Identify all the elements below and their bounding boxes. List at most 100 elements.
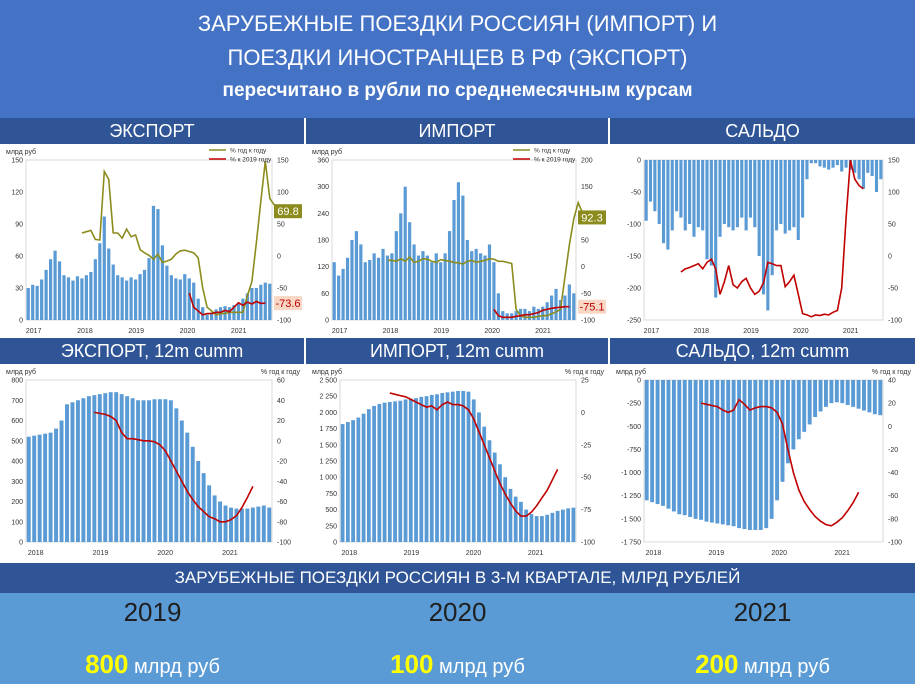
bar bbox=[805, 160, 809, 180]
data-label: 92.3 bbox=[581, 212, 602, 224]
bar bbox=[487, 244, 492, 320]
bar bbox=[813, 380, 818, 418]
bar bbox=[445, 392, 450, 542]
x-tick-label: 2021 bbox=[843, 328, 859, 335]
y-tick-label: 240 bbox=[317, 211, 329, 218]
chart-panel-balance: -250 -200 -150 -100 -50 0 -100 -50 0 50 100 150 2017… bbox=[610, 144, 915, 338]
bar bbox=[844, 160, 848, 168]
bar bbox=[430, 262, 434, 320]
bar bbox=[679, 160, 683, 218]
bar bbox=[709, 160, 713, 266]
bar bbox=[851, 380, 856, 407]
bar bbox=[156, 209, 160, 320]
y-tick-label: 0 bbox=[637, 158, 641, 165]
bar bbox=[450, 391, 455, 542]
bar bbox=[129, 277, 133, 320]
y2-axis-label: % год к году bbox=[261, 369, 301, 376]
bar bbox=[744, 160, 748, 231]
series-line bbox=[188, 292, 266, 316]
bar bbox=[769, 380, 774, 519]
bar bbox=[845, 380, 850, 405]
header-banner: ЗАРУБЕЖНЫЕ ПОЕЗДКИ РОССИЯН (ИМПОРТ) И ПО… bbox=[0, 0, 915, 118]
quarter-amount: 200 млрд руб bbox=[610, 649, 915, 680]
bar bbox=[32, 435, 37, 542]
x-tick-label: 2020 bbox=[157, 550, 173, 557]
bar bbox=[447, 231, 452, 320]
y-tick-label: 0 bbox=[637, 378, 641, 385]
bar bbox=[393, 401, 397, 542]
data-label-box bbox=[578, 299, 606, 314]
y-tick-label: 0 bbox=[325, 318, 329, 325]
y2-tick-label: 200 bbox=[581, 158, 593, 165]
bar bbox=[425, 255, 429, 320]
chart-export-12m: млрд руб% год к году01002003004005006007… bbox=[6, 368, 301, 557]
bar bbox=[398, 400, 403, 542]
quarter-year: 2019 bbox=[123, 597, 182, 627]
bar bbox=[66, 277, 71, 320]
bar bbox=[147, 258, 151, 320]
bar bbox=[201, 473, 206, 542]
y-tick-label: 120 bbox=[317, 264, 329, 271]
quarter-amount: 800 млрд руб bbox=[0, 649, 305, 680]
bar bbox=[648, 160, 653, 202]
bar bbox=[796, 380, 801, 440]
bar bbox=[705, 160, 709, 260]
y-tick-label: 250 bbox=[325, 523, 337, 530]
bar bbox=[822, 160, 826, 168]
bar bbox=[742, 380, 747, 530]
bar bbox=[740, 160, 744, 218]
bar bbox=[775, 380, 780, 501]
bar bbox=[125, 396, 130, 542]
bar bbox=[567, 284, 571, 320]
y2-tick-label: -50 bbox=[888, 286, 898, 293]
bar bbox=[666, 160, 670, 250]
bar bbox=[26, 288, 30, 320]
chart-panel-export-12m: млрд руб% год к году 0 100 200 300 400 500 600 7… bbox=[0, 364, 304, 560]
y-tick-label: 0 bbox=[19, 540, 23, 547]
bar bbox=[102, 216, 106, 320]
bar bbox=[688, 160, 692, 224]
x-tick-label: 2018 bbox=[342, 550, 358, 557]
bar bbox=[443, 253, 447, 320]
y-tick-label: -1 500 bbox=[621, 516, 641, 523]
bar bbox=[474, 248, 478, 320]
bar bbox=[471, 399, 476, 542]
bar bbox=[111, 264, 115, 320]
bar bbox=[48, 259, 53, 320]
bar bbox=[268, 283, 272, 320]
bar bbox=[731, 380, 736, 527]
bar bbox=[59, 420, 64, 542]
bar bbox=[223, 505, 228, 542]
bar bbox=[65, 404, 69, 542]
bar bbox=[737, 380, 742, 529]
y-tick-label: 300 bbox=[11, 479, 23, 486]
bar bbox=[675, 160, 679, 212]
bar bbox=[372, 405, 376, 542]
bar bbox=[340, 424, 345, 542]
bar bbox=[239, 508, 244, 542]
bar bbox=[508, 488, 513, 542]
bar bbox=[98, 243, 102, 320]
bar bbox=[169, 275, 173, 320]
bar bbox=[692, 160, 696, 237]
series-line bbox=[94, 411, 254, 523]
quarter-year: 2021 bbox=[733, 597, 792, 627]
bar bbox=[824, 380, 828, 407]
bar bbox=[408, 398, 413, 542]
y2-tick-label: 20 bbox=[277, 418, 285, 425]
bar bbox=[501, 311, 505, 320]
bar bbox=[477, 412, 481, 542]
quarter-unit: млрд руб bbox=[134, 656, 220, 678]
bar bbox=[86, 396, 91, 542]
bar bbox=[259, 284, 263, 320]
bar bbox=[809, 160, 813, 164]
y2-tick-label: 25 bbox=[581, 378, 589, 385]
chart-balance: -250 -200 -150 -100 -50 0 -100 -50 0 50 100 150 2017… bbox=[627, 158, 902, 336]
y-tick-label: 0 bbox=[19, 318, 23, 325]
bar bbox=[682, 380, 687, 516]
y2-tick-label: 150 bbox=[277, 158, 289, 165]
y2-tick-label: -50 bbox=[277, 286, 287, 293]
bar bbox=[456, 182, 461, 320]
bar bbox=[130, 398, 135, 542]
bar bbox=[196, 298, 200, 320]
